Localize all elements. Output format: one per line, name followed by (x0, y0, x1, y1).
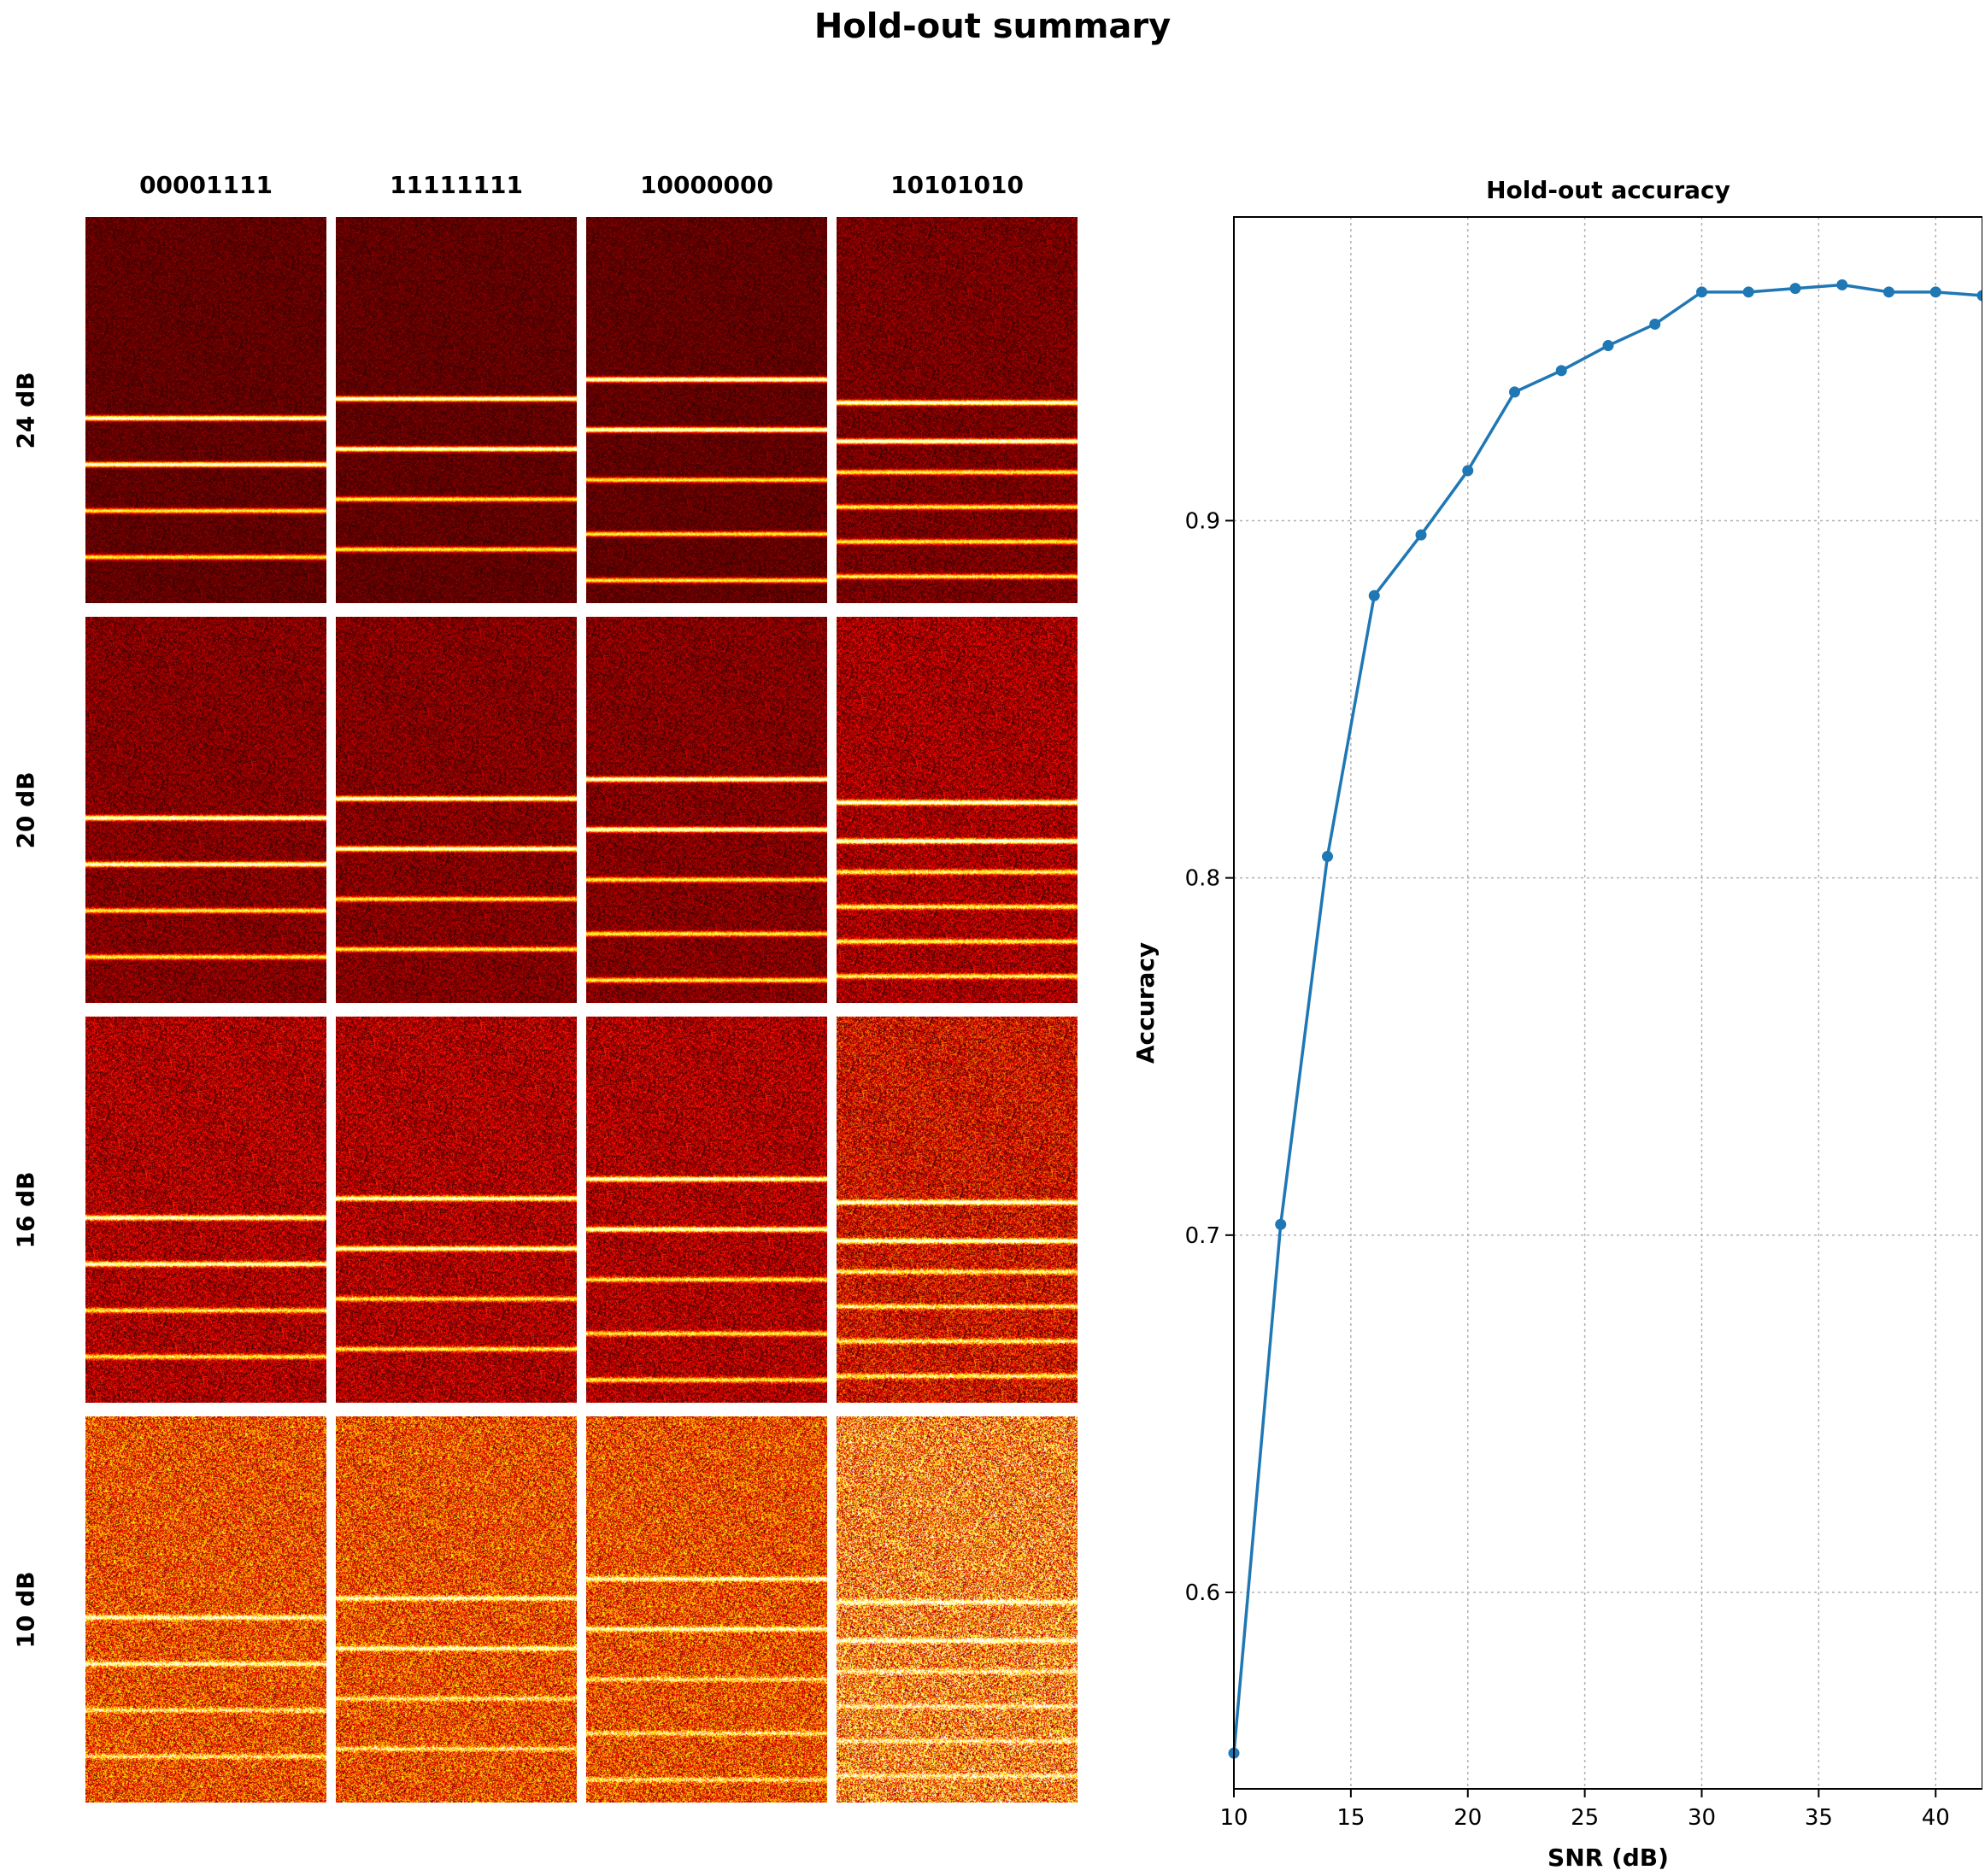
figure-title: Hold-out summary (813, 7, 1172, 46)
spectrogram-tile-00001111-20-db (85, 617, 326, 1003)
spectrogram-tile-10000000-16-db (586, 1017, 827, 1403)
chart-ticks: 10 15 20 25 30 35 40 0.6 0.7 0.8 0.9 (1185, 508, 1950, 1831)
chart-title: Hold-out accuracy (1486, 176, 1730, 204)
accuracy-point (1415, 529, 1427, 541)
column-label-11111111: 11111111 (390, 171, 523, 199)
y-tick-label: 0.6 (1185, 1580, 1220, 1606)
spectrogram-tile-10000000-24-db (586, 217, 827, 603)
spectrogram-tile-10101010-24-db (837, 217, 1078, 603)
x-tick-label: 15 (1336, 1805, 1365, 1831)
y-tick-label: 0.8 (1185, 866, 1220, 892)
chart-series-layer (1228, 278, 1982, 1759)
accuracy-point (1368, 589, 1380, 601)
x-axis-label: SNR (dB) (1547, 1844, 1669, 1872)
spectrogram-tile-10000000-20-db (586, 617, 827, 1003)
column-label-10000000: 10000000 (640, 171, 773, 199)
y-tick-label: 0.9 (1185, 508, 1220, 534)
spectrogram-tile-11111111-10-db (336, 1416, 577, 1803)
accuracy-point (1742, 286, 1754, 298)
row-label-16-db: 16 dB (11, 1170, 40, 1249)
spectrogram-tile-00001111-16-db (85, 1017, 326, 1403)
y-axis-label: Accuracy (1131, 942, 1160, 1064)
x-tick-label: 10 (1219, 1805, 1248, 1831)
column-label-00001111: 00001111 (139, 171, 273, 199)
accuracy-point (1509, 386, 1520, 398)
accuracy-point (1322, 851, 1333, 863)
accuracy-point (1275, 1218, 1287, 1230)
spectrogram-tile-00001111-10-db (85, 1416, 326, 1803)
chart-frame (1233, 216, 1982, 1790)
accuracy-point (1649, 318, 1661, 330)
x-tick-label: 25 (1571, 1805, 1599, 1831)
accuracy-point (1789, 283, 1801, 295)
x-tick-label: 40 (1922, 1805, 1950, 1831)
x-tick-label: 35 (1805, 1805, 1833, 1831)
x-tick-label: 30 (1688, 1805, 1716, 1831)
accuracy-series-line (1232, 283, 1982, 1754)
accuracy-point (1696, 286, 1707, 298)
x-tick-label: 20 (1454, 1805, 1482, 1831)
accuracy-point (1976, 290, 1982, 302)
column-label-10101010: 10101010 (890, 171, 1024, 199)
spectrogram-tile-10000000-10-db (586, 1416, 827, 1803)
row-label-10-db: 10 dB (11, 1570, 40, 1649)
accuracy-point (1462, 465, 1474, 477)
accuracy-point (1883, 286, 1894, 298)
spectrogram-tile-11111111-16-db (336, 1017, 577, 1403)
spectrogram-tile-11111111-20-db (336, 617, 577, 1003)
row-label-20-db: 20 dB (11, 771, 40, 849)
accuracy-point (1929, 286, 1941, 298)
spectrogram-tile-10101010-20-db (837, 617, 1078, 1003)
spectrogram-tile-10101010-10-db (837, 1416, 1078, 1803)
row-label-24-db: 24 dB (11, 371, 40, 449)
spectrogram-tile-00001111-24-db (85, 217, 326, 603)
accuracy-point (1555, 365, 1567, 377)
accuracy-chart: 10 15 20 25 30 35 40 0.6 0.7 0.8 0.9 Hold-out accu… (1131, 176, 1982, 1872)
y-tick-label: 0.7 (1185, 1223, 1220, 1249)
accuracy-point (1836, 278, 1848, 290)
accuracy-point (1602, 340, 1614, 352)
spectrogram-tile-11111111-24-db (336, 217, 577, 603)
spectrogram-tile-10101010-16-db (837, 1017, 1078, 1403)
chart-gridlines (1233, 217, 1982, 1789)
